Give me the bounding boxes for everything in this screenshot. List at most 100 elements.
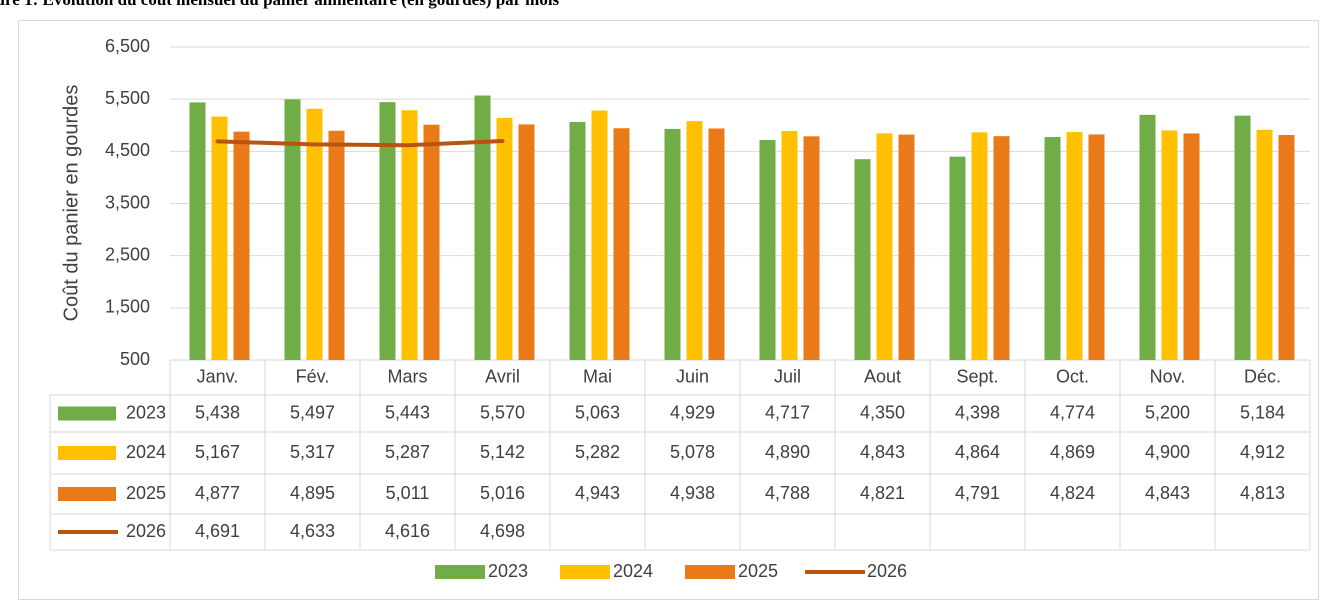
table-value: 4,929 [670, 402, 715, 422]
table-value: 4,398 [955, 402, 1000, 422]
table-value: 5,317 [290, 442, 335, 462]
line [215, 139, 505, 148]
x-tick-label: Déc. [1244, 366, 1281, 386]
bar [233, 131, 250, 360]
bar [328, 130, 345, 360]
table-value: 4,821 [860, 483, 905, 503]
legend-label: 2024 [126, 442, 166, 462]
bar [1161, 130, 1178, 360]
table-value: 4,938 [670, 483, 715, 503]
legend-swatch [58, 446, 116, 460]
chart-title: Figure 1: Evolution du coût mensuel du p… [0, 0, 560, 9]
table-value: 4,717 [765, 402, 810, 422]
x-tick-label: Janv. [197, 366, 239, 386]
legend-swatch [58, 406, 116, 421]
bar [971, 132, 988, 360]
legend-swatch [560, 565, 610, 579]
bar [1183, 133, 1200, 360]
table-value: 4,843 [860, 442, 905, 462]
table-value: 4,895 [290, 483, 335, 503]
bar [613, 128, 630, 360]
table-value: 4,912 [1240, 442, 1285, 462]
bar [306, 108, 323, 360]
bar [708, 128, 725, 360]
bar [993, 136, 1010, 360]
bar [1066, 132, 1083, 360]
x-tick-label: Nov. [1150, 366, 1186, 386]
x-tick-label: Mai [583, 366, 612, 386]
y-tick-label: 4,500 [105, 140, 150, 160]
table-value: 5,287 [385, 442, 430, 462]
bar [379, 102, 396, 360]
table-value: 4,877 [195, 483, 240, 503]
table-value: 5,078 [670, 442, 715, 462]
x-tick-label: Juil [774, 366, 801, 386]
legend-label: 2025 [126, 483, 166, 503]
bar [781, 130, 798, 360]
legend-label: 2026 [867, 561, 907, 581]
table-value: 4,791 [955, 483, 1000, 503]
chart-border [18, 20, 1319, 600]
legend-label: 2026 [126, 521, 166, 541]
bar [949, 156, 966, 360]
x-tick-label: Fév. [296, 366, 330, 386]
bar [898, 134, 915, 360]
x-tick-label: Mars [388, 366, 428, 386]
table-value: 5,443 [385, 402, 430, 422]
table-value: 5,167 [195, 442, 240, 462]
table-value: 5,011 [386, 483, 430, 503]
legend-label: 2024 [613, 561, 653, 581]
bar [569, 121, 586, 360]
table-value: 4,633 [290, 521, 335, 541]
table-value: 4,350 [860, 402, 905, 422]
y-tick-label: 1,500 [105, 297, 150, 317]
table-value: 5,570 [480, 402, 525, 422]
bar [423, 124, 440, 360]
x-tick-label: Juin [676, 366, 709, 386]
table-value: 4,698 [480, 521, 525, 541]
bar [1139, 114, 1156, 360]
legend-label: 2025 [738, 561, 778, 581]
bar [591, 110, 608, 360]
table-value: 4,864 [955, 442, 1000, 462]
table-value: 5,200 [1145, 402, 1190, 422]
x-tick-label: Avril [485, 366, 520, 386]
table-value: 4,824 [1050, 483, 1095, 503]
y-axis-label: Coût du panier en gourdes [60, 85, 82, 322]
table-value: 4,691 [195, 521, 240, 541]
bar [284, 99, 301, 360]
table-value: 4,943 [575, 483, 620, 503]
table-value: 5,063 [575, 402, 620, 422]
table-value: 4,788 [765, 483, 810, 503]
legend-swatch [685, 565, 735, 579]
y-tick-label: 3,500 [105, 192, 150, 212]
table-value: 4,616 [385, 521, 430, 541]
bar [518, 124, 535, 360]
table-value: 4,774 [1050, 402, 1095, 422]
table-value: 4,890 [765, 442, 810, 462]
table-value: 4,900 [1145, 442, 1190, 462]
bar [1234, 115, 1251, 360]
bar [189, 102, 206, 360]
bar [759, 140, 776, 360]
bar [686, 121, 703, 360]
legend-label: 2023 [488, 561, 528, 581]
bar [854, 159, 871, 360]
bar [1044, 137, 1061, 360]
table-value: 5,497 [290, 402, 335, 422]
y-tick-label: 5,500 [105, 88, 150, 108]
bar [474, 95, 491, 360]
y-tick-label: 2,500 [105, 244, 150, 264]
x-tick-label: Oct. [1056, 366, 1089, 386]
bar [1256, 129, 1273, 360]
x-tick-label: Aout [864, 366, 901, 386]
table-value: 4,843 [1145, 483, 1190, 503]
table-value: 5,438 [195, 402, 240, 422]
table-value: 5,016 [480, 483, 525, 503]
table-value: 5,142 [480, 442, 525, 462]
bar [211, 116, 228, 360]
bar [664, 128, 681, 360]
table-value: 4,869 [1050, 442, 1095, 462]
bar [496, 117, 513, 360]
